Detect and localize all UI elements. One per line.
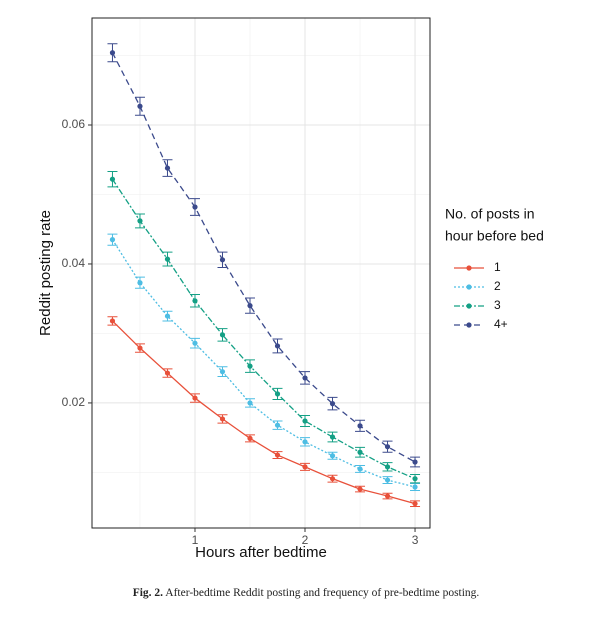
data-point: [164, 256, 171, 262]
data-point: [412, 459, 418, 465]
data-point: [109, 237, 116, 243]
series: [107, 43, 421, 468]
x-tick-label: 3: [412, 533, 419, 547]
series: [107, 316, 421, 507]
legend-title: hour before bed: [445, 228, 544, 244]
legend-label: 3: [494, 298, 501, 312]
data-point: [412, 484, 418, 490]
grid: [92, 18, 430, 528]
data-point: [357, 486, 363, 492]
caption-label: Fig. 2.: [133, 587, 163, 599]
data-point: [384, 444, 391, 450]
data-point: [329, 453, 336, 459]
data-point: [137, 280, 143, 286]
legend-title: No. of posts in: [445, 206, 535, 222]
data-point: [412, 501, 418, 507]
data-point: [329, 476, 336, 482]
data-point: [164, 165, 171, 171]
legend-swatch: [466, 284, 472, 290]
legend: 1 2 3 4+: [454, 260, 508, 331]
y-axis-label: Reddit posting rate: [37, 210, 54, 336]
data-point: [219, 257, 226, 263]
data-point: [164, 370, 171, 376]
data-point: [274, 343, 281, 349]
x-tick-label: 1: [192, 533, 199, 547]
legend-swatch: [466, 265, 472, 271]
series-line: [111, 239, 416, 488]
series: [107, 171, 421, 484]
data-point: [109, 318, 116, 324]
data-point: [329, 434, 336, 440]
y-tick-label: 0.06: [62, 117, 86, 131]
data-point: [109, 176, 116, 182]
x-axis-label: Hours after bedtime: [195, 544, 327, 561]
data-point: [247, 363, 253, 369]
data-point: [384, 477, 391, 483]
data-point: [357, 423, 363, 429]
data-point: [137, 218, 143, 224]
data-point: [247, 400, 253, 406]
legend-label: 4+: [494, 317, 508, 331]
data-point: [192, 395, 198, 401]
data-point: [302, 439, 308, 445]
data-point: [192, 298, 198, 304]
panel-border: [91, 17, 431, 529]
data-point: [384, 493, 391, 499]
data-point: [302, 375, 308, 381]
data-point: [247, 303, 253, 309]
data-point: [109, 50, 116, 56]
caption: Fig. 2. After-bedtime Reddit posting and…: [133, 587, 480, 599]
series: [107, 233, 421, 491]
data-point: [357, 449, 363, 455]
data-point: [329, 401, 336, 407]
data-point: [137, 345, 143, 351]
legend-label: 2: [494, 279, 501, 293]
caption-text: After-bedtime Reddit posting and frequen…: [165, 587, 479, 599]
data-point: [274, 452, 281, 458]
data-point: [164, 313, 171, 319]
data-point: [219, 416, 226, 422]
legend-label: 1: [494, 260, 501, 274]
data-point: [274, 391, 281, 397]
data-point: [219, 332, 226, 338]
y-tick-label: 0.04: [62, 256, 86, 270]
data-point: [302, 464, 308, 470]
legend-swatch: [466, 303, 472, 309]
y-tick-label: 0.02: [62, 395, 86, 409]
data-point: [192, 340, 198, 346]
plot-panel: [92, 18, 430, 528]
data-point: [384, 464, 391, 470]
data-point: [357, 466, 363, 472]
series-line: [111, 52, 416, 463]
data-point: [192, 204, 198, 210]
series-line: [111, 178, 416, 480]
x-tick-label: 2: [302, 533, 309, 547]
data-point: [137, 103, 143, 109]
data-point: [274, 422, 281, 428]
legend-swatch: [466, 322, 472, 328]
plot-area: [107, 43, 421, 507]
data-point: [302, 418, 308, 424]
data-point: [247, 435, 253, 441]
data-point: [219, 369, 226, 375]
data-point: [412, 476, 418, 482]
